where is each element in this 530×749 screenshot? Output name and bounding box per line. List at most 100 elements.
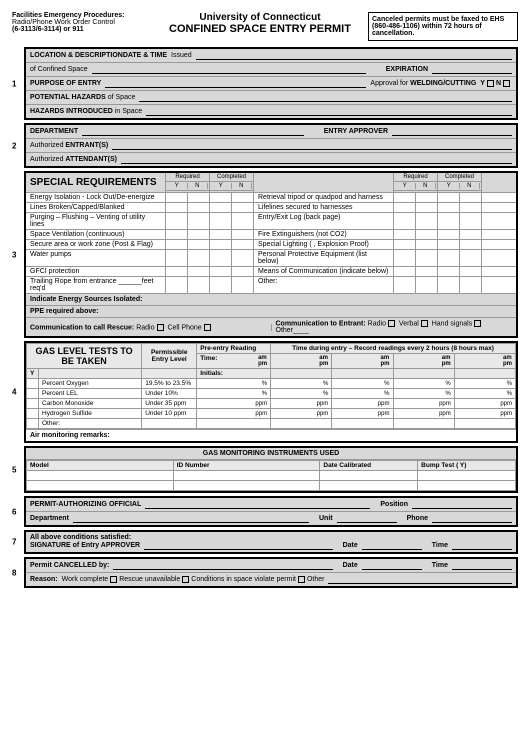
gas-reading-cell[interactable]: % — [393, 379, 454, 389]
gas-reading-cell[interactable]: % — [454, 379, 515, 389]
sr-yn-cell[interactable] — [438, 213, 460, 229]
time-slot[interactable]: ampm — [271, 354, 332, 369]
dept6-field[interactable] — [73, 514, 309, 523]
gas-reading-cell[interactable]: ppm — [197, 409, 271, 419]
gas-reading-cell[interactable] — [332, 419, 393, 429]
sr-yn-cell[interactable] — [210, 267, 232, 276]
sr-yn-cell[interactable] — [394, 250, 416, 266]
sr-yn-cell[interactable] — [438, 240, 460, 249]
sr-yn-cell[interactable] — [210, 250, 232, 266]
sr-yn-cell[interactable] — [416, 250, 438, 266]
rescue-radio-checkbox[interactable] — [157, 324, 164, 331]
sr-yn-cell[interactable] — [460, 240, 482, 249]
sr-yn-cell[interactable] — [210, 193, 232, 202]
time7-field[interactable] — [452, 541, 512, 550]
sr-yn-cell[interactable] — [438, 193, 460, 202]
gas-y-cell[interactable] — [27, 379, 39, 389]
sr-yn-cell[interactable] — [460, 230, 482, 239]
sr-yn-cell[interactable] — [416, 193, 438, 202]
space-field[interactable] — [92, 65, 366, 74]
gas-reading-cell[interactable]: ppm — [332, 409, 393, 419]
gas-reading-cell[interactable]: ppm — [332, 399, 393, 409]
hazards-intro-field[interactable] — [146, 107, 512, 116]
gas-reading-cell[interactable]: ppm — [454, 399, 515, 409]
gas-y-cell[interactable] — [27, 399, 39, 409]
gas-reading-cell[interactable]: % — [332, 379, 393, 389]
signature-field[interactable] — [144, 541, 333, 550]
sr-yn-cell[interactable] — [394, 213, 416, 229]
sr-yn-cell[interactable] — [416, 277, 438, 293]
time8-field[interactable] — [452, 561, 512, 570]
table-row[interactable] — [27, 471, 516, 481]
sr-yn-cell[interactable] — [188, 267, 210, 276]
sr-yn-cell[interactable] — [166, 277, 188, 293]
sr-yn-cell[interactable] — [188, 213, 210, 229]
gas-y-cell[interactable] — [27, 419, 39, 429]
gas-reading-cell[interactable]: ppm — [454, 409, 515, 419]
entrant-verbal-checkbox[interactable] — [421, 320, 428, 327]
gas-reading-cell[interactable]: % — [393, 389, 454, 399]
date7-field[interactable] — [362, 541, 422, 550]
gas-reading-cell[interactable]: ppm — [271, 399, 332, 409]
sr-yn-cell[interactable] — [232, 240, 254, 249]
sr-yn-cell[interactable] — [210, 240, 232, 249]
other8-field[interactable] — [328, 575, 512, 584]
gas-reading-cell[interactable]: ppm — [393, 409, 454, 419]
dept-field[interactable] — [82, 127, 304, 136]
gas-reading-cell[interactable]: % — [197, 379, 271, 389]
sr-yn-cell[interactable] — [210, 230, 232, 239]
welding-n-checkbox[interactable] — [503, 80, 510, 87]
sr-yn-cell[interactable] — [394, 230, 416, 239]
sr-yn-cell[interactable] — [166, 250, 188, 266]
sr-yn-cell[interactable] — [460, 267, 482, 276]
entrant-radio-checkbox[interactable] — [388, 320, 395, 327]
sr-yn-cell[interactable] — [210, 277, 232, 293]
sr-yn-cell[interactable] — [188, 277, 210, 293]
work-checkbox[interactable] — [110, 576, 117, 583]
sr-yn-cell[interactable] — [438, 277, 460, 293]
sr-yn-cell[interactable] — [232, 193, 254, 202]
gas-reading-cell[interactable]: ppm — [197, 399, 271, 409]
gas-reading-cell[interactable] — [271, 419, 332, 429]
sr-yn-cell[interactable] — [394, 267, 416, 276]
gas-reading-cell[interactable] — [197, 419, 271, 429]
unit-field[interactable] — [337, 514, 397, 523]
sr-yn-cell[interactable] — [166, 193, 188, 202]
sr-yn-cell[interactable] — [416, 240, 438, 249]
sr-yn-cell[interactable] — [460, 277, 482, 293]
rescue-checkbox[interactable] — [182, 576, 189, 583]
table-row[interactable] — [27, 481, 516, 491]
sr-yn-cell[interactable] — [232, 230, 254, 239]
sr-yn-cell[interactable] — [438, 250, 460, 266]
gas-reading-cell[interactable]: % — [454, 389, 515, 399]
time-slot[interactable]: ampm — [332, 354, 393, 369]
sr-yn-cell[interactable] — [188, 240, 210, 249]
sr-yn-cell[interactable] — [416, 203, 438, 212]
sr-yn-cell[interactable] — [394, 277, 416, 293]
sr-yn-cell[interactable] — [210, 213, 232, 229]
conditions-checkbox[interactable] — [298, 576, 305, 583]
gas-y-cell[interactable] — [27, 409, 39, 419]
time-slot[interactable]: ampm — [393, 354, 454, 369]
sr-yn-cell[interactable] — [188, 203, 210, 212]
sr-yn-cell[interactable] — [416, 230, 438, 239]
sr-yn-cell[interactable] — [232, 213, 254, 229]
sr-yn-cell[interactable] — [394, 193, 416, 202]
sr-yn-cell[interactable] — [166, 240, 188, 249]
sr-yn-cell[interactable] — [166, 213, 188, 229]
sr-yn-cell[interactable] — [460, 250, 482, 266]
sr-yn-cell[interactable] — [188, 193, 210, 202]
sr-yn-cell[interactable] — [232, 277, 254, 293]
sr-yn-cell[interactable] — [416, 213, 438, 229]
issued-field[interactable] — [196, 51, 512, 60]
sr-yn-cell[interactable] — [232, 267, 254, 276]
sr-yn-cell[interactable] — [394, 240, 416, 249]
hazards-field[interactable] — [139, 93, 512, 102]
entrants-field[interactable] — [112, 141, 512, 150]
sr-yn-cell[interactable] — [232, 250, 254, 266]
gas-reading-cell[interactable] — [454, 419, 515, 429]
sr-yn-cell[interactable] — [232, 203, 254, 212]
attendants-field[interactable] — [121, 155, 512, 164]
gas-reading-cell[interactable]: ppm — [393, 399, 454, 409]
sr-yn-cell[interactable] — [438, 230, 460, 239]
